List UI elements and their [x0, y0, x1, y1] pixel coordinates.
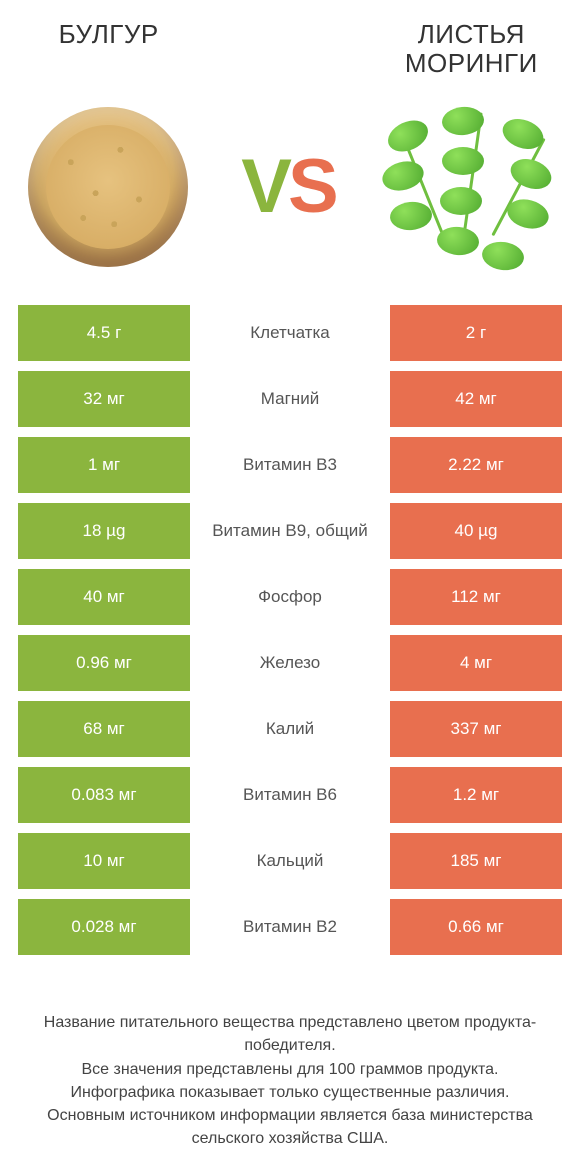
table-row: 0.028 мгВитамин B20.66 мг	[18, 899, 562, 955]
comparison-table: 4.5 гКлетчатка2 г32 мгМагний42 мг1 мгВит…	[18, 305, 562, 955]
table-row: 10 мгКальций185 мг	[18, 833, 562, 889]
right-value: 0.66 мг	[390, 899, 562, 955]
vs-v: V	[241, 149, 292, 225]
table-row: 0.083 мгВитамин B61.2 мг	[18, 767, 562, 823]
nutrient-label: Витамин B3	[190, 437, 390, 493]
left-value: 0.083 мг	[18, 767, 190, 823]
right-value: 4 мг	[390, 635, 562, 691]
right-value: 2 г	[390, 305, 562, 361]
right-value: 1.2 мг	[390, 767, 562, 823]
nutrient-label: Витамин B6	[190, 767, 390, 823]
right-food-image	[382, 97, 562, 277]
table-row: 68 мгКалий337 мг	[18, 701, 562, 757]
nutrient-label: Кальций	[190, 833, 390, 889]
nutrient-label: Витамин B2	[190, 899, 390, 955]
right-value: 185 мг	[390, 833, 562, 889]
left-value: 68 мг	[18, 701, 190, 757]
left-food-title: БУЛГУР	[18, 20, 199, 49]
right-value: 42 мг	[390, 371, 562, 427]
left-food-image	[18, 97, 198, 277]
vs-label: V S	[241, 149, 338, 225]
left-value: 4.5 г	[18, 305, 190, 361]
image-row: V S	[18, 97, 562, 277]
left-value: 1 мг	[18, 437, 190, 493]
table-row: 18 µgВитамин B9, общий40 µg	[18, 503, 562, 559]
nutrient-label: Магний	[190, 371, 390, 427]
left-value: 32 мг	[18, 371, 190, 427]
right-value: 2.22 мг	[390, 437, 562, 493]
nutrient-label: Железо	[190, 635, 390, 691]
left-value: 10 мг	[18, 833, 190, 889]
left-value: 40 мг	[18, 569, 190, 625]
table-row: 1 мгВитамин B32.22 мг	[18, 437, 562, 493]
vs-s: S	[288, 149, 339, 225]
left-value: 18 µg	[18, 503, 190, 559]
right-value: 112 мг	[390, 569, 562, 625]
left-value: 0.028 мг	[18, 899, 190, 955]
table-row: 0.96 мгЖелезо4 мг	[18, 635, 562, 691]
footnote: Название питательного вещества представл…	[18, 1011, 562, 1150]
nutrient-label: Витамин B9, общий	[190, 503, 390, 559]
nutrient-label: Клетчатка	[190, 305, 390, 361]
nutrient-label: Фосфор	[190, 569, 390, 625]
right-food-title: ЛИСТЬЯ МОРИНГИ	[381, 20, 562, 77]
left-value: 0.96 мг	[18, 635, 190, 691]
table-row: 40 мгФосфор112 мг	[18, 569, 562, 625]
bulgur-bowl-icon	[28, 107, 188, 267]
nutrient-label: Калий	[190, 701, 390, 757]
right-value: 40 µg	[390, 503, 562, 559]
moringa-leaves-icon	[382, 102, 562, 272]
header-row: БУЛГУР ЛИСТЬЯ МОРИНГИ	[18, 20, 562, 77]
table-row: 32 мгМагний42 мг	[18, 371, 562, 427]
table-row: 4.5 гКлетчатка2 г	[18, 305, 562, 361]
right-value: 337 мг	[390, 701, 562, 757]
